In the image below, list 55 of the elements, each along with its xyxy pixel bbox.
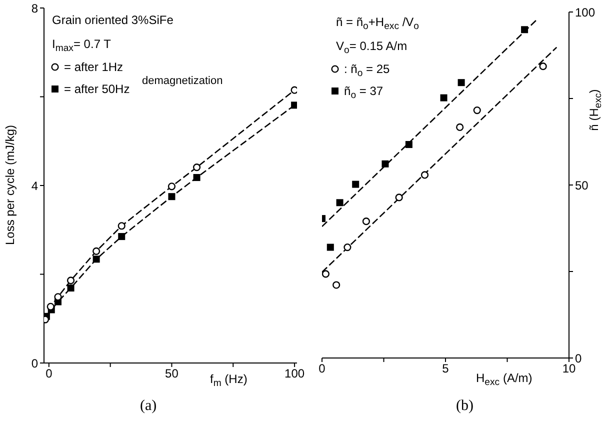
annotation: demagnetization: [142, 75, 223, 87]
x-tick-label: 50: [165, 366, 179, 381]
x-tick-label: 5: [442, 362, 450, 376]
point: [521, 26, 528, 34]
point: [291, 102, 297, 109]
point: [92, 256, 100, 263]
point: [326, 244, 334, 251]
legend-label: ñ$_{o}$ = 37: [344, 84, 384, 100]
point: [168, 193, 176, 200]
annotation: Grain oriented 3%SiFe: [52, 13, 174, 27]
point: [46, 302, 54, 310]
legend-label: = after 50Hz: [64, 82, 130, 96]
point: [395, 194, 403, 202]
point: [118, 222, 126, 230]
point: [118, 233, 126, 240]
point: [382, 160, 389, 168]
annotation: ñ = ñ$_{o}$+H$_{exc}$ /V$_{o}$: [336, 15, 420, 32]
point: [458, 79, 465, 86]
y2-tick-label: 0: [575, 351, 582, 366]
legend-label: : ñ$_{o}$ = 25: [344, 62, 390, 78]
point: [67, 284, 74, 292]
x-tick-label: 0: [46, 366, 53, 381]
point: [352, 180, 360, 188]
point: [332, 281, 340, 289]
point: [405, 141, 412, 148]
point: [420, 171, 429, 179]
y-tick-label: 8: [31, 1, 38, 16]
point: [539, 62, 547, 70]
text: (a): [140, 398, 157, 414]
text: (b): [456, 398, 474, 414]
y2-tick-label: 50: [575, 178, 589, 192]
x-axis-title: H$_{exc}$ (A/m): [476, 371, 532, 388]
point: [290, 86, 297, 94]
point: [66, 276, 75, 284]
point: [336, 199, 344, 206]
point: [168, 182, 176, 190]
point: [473, 106, 481, 114]
y-axis-title: Loss per cycle (mJ/kg): [3, 124, 17, 246]
point: [92, 247, 100, 255]
legend-label: = after 1Hz: [64, 60, 124, 74]
annotation: V$_{o}$= 0.15 A/m: [336, 39, 408, 56]
point: [192, 164, 201, 172]
x-tick-label: 10: [562, 362, 576, 376]
point: [362, 218, 370, 226]
point: [193, 174, 200, 182]
x-tick-label: 100: [284, 366, 305, 381]
point: [344, 243, 352, 252]
point: [322, 270, 330, 278]
x-axis-title: f$_{m}$ (Hz): [210, 372, 248, 388]
y2-tick-label: 100: [575, 5, 596, 20]
point: [440, 94, 448, 102]
point: [456, 123, 464, 132]
y-tick-label: 4: [31, 178, 38, 193]
x-tick-label: 0: [318, 362, 326, 376]
annotation: I$_{max}$= 0.7 T: [52, 37, 112, 54]
